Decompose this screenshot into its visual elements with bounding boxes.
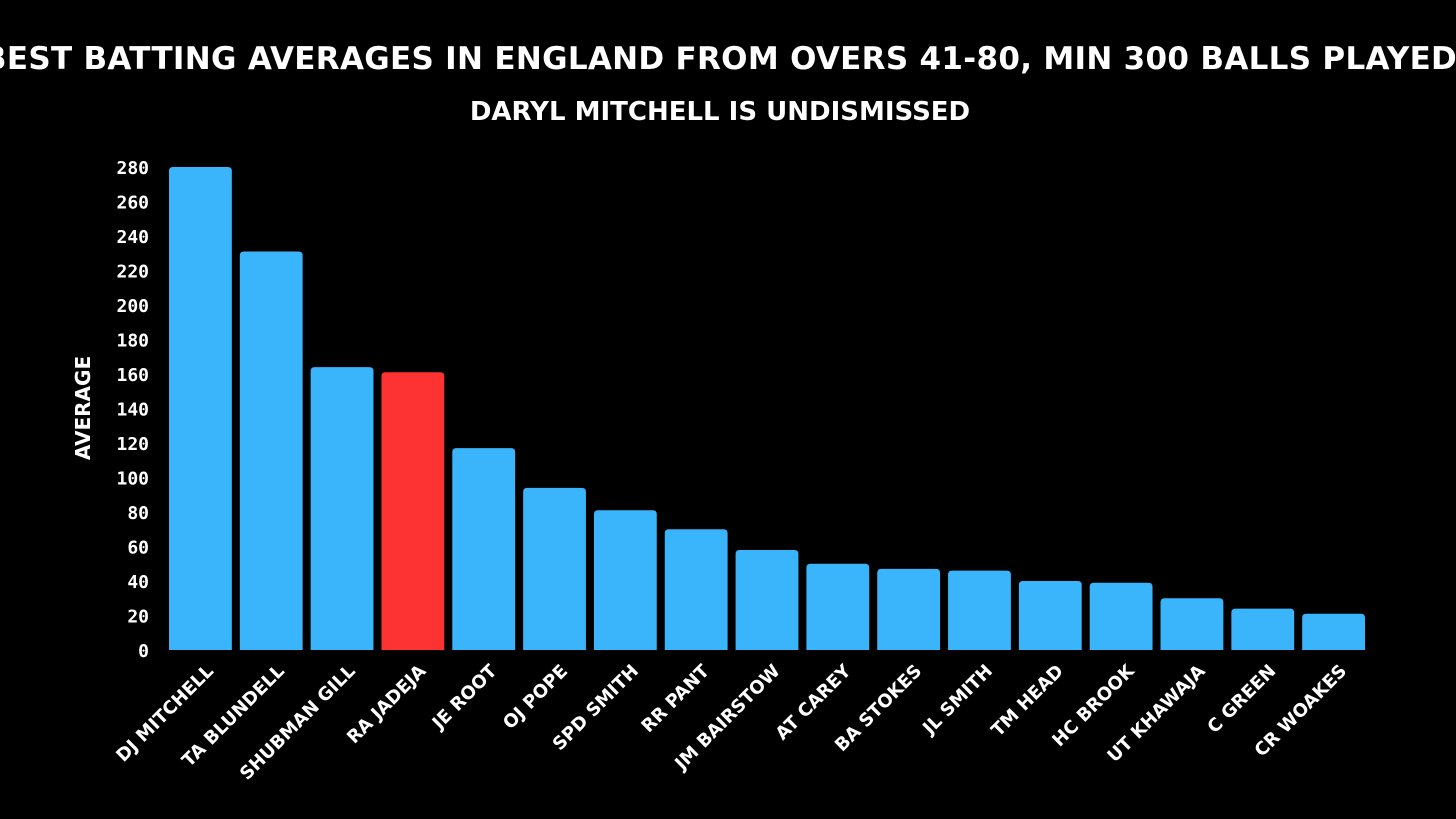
bar-jl-smith (948, 570, 1011, 650)
bar-ra-jadeja (381, 372, 445, 650)
bar-dj-mitchell (169, 167, 232, 650)
y-tick-label: 180 (116, 331, 149, 352)
y-tick-label: 40 (127, 572, 149, 593)
bar-ba-stokes (877, 568, 941, 650)
bar-jm-bairstow (735, 549, 799, 650)
bar-oj-pope (523, 487, 586, 650)
bar-ta-blundell (239, 251, 303, 650)
y-tick-label: 220 (116, 262, 149, 283)
y-tick-label: 240 (116, 227, 149, 248)
bar-je-root (452, 448, 516, 650)
y-tick-label: 260 (116, 193, 149, 214)
y-tick-label: 120 (116, 434, 149, 455)
bar-hc-brook (1089, 582, 1153, 650)
bar-shubman-gill (310, 367, 374, 650)
y-axis-ticks: 0 20 40 60 80 100 120 140 160 180 200 220 240 260 280 (116, 158, 149, 662)
y-tick-label: 60 (127, 538, 149, 559)
y-tick-label: 160 (116, 365, 149, 386)
y-tick-label: 0 (138, 641, 149, 662)
chart-title: BEST BATTING AVERAGES IN ENGLAND FROM OV… (0, 41, 1456, 77)
y-tick-label: 100 (116, 469, 149, 490)
y-tick-label: 280 (116, 158, 149, 179)
chart-subtitle: DARYL MITCHELL IS UNDISMISSED (470, 97, 970, 127)
bar-spd-smith (593, 510, 657, 650)
bars (169, 167, 1365, 650)
y-tick-label: 80 (127, 503, 149, 524)
bar-rr-pant (664, 529, 728, 650)
bar-c-green (1231, 608, 1295, 650)
y-tick-label: 20 (127, 607, 149, 628)
y-axis-label: AVERAGE (71, 356, 95, 460)
y-tick-label: 140 (116, 400, 149, 421)
bar-tm-head (1018, 581, 1082, 650)
y-tick-label: 200 (116, 296, 149, 317)
bar-at-carey (806, 563, 870, 650)
bar-ut-khawaja (1160, 598, 1224, 650)
bar-cr-woakes (1302, 613, 1365, 650)
